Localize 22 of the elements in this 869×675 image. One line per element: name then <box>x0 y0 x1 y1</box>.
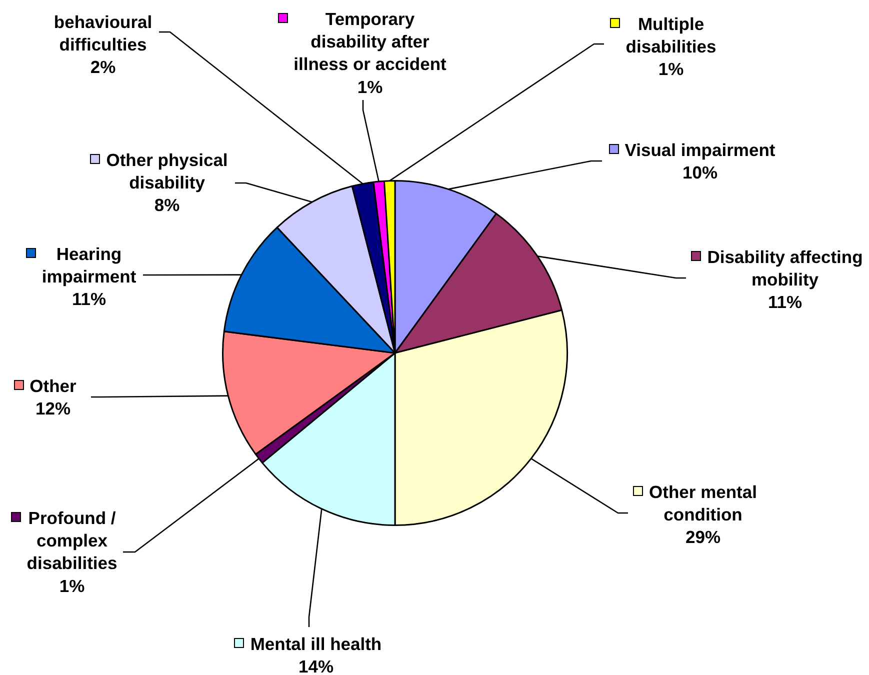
data-label: 11% <box>768 292 802 312</box>
legend-label: Multiple disabilities <box>626 14 716 57</box>
legend-label: Hearing impairment <box>42 244 136 287</box>
legend-label: Other <box>30 376 77 396</box>
legend-label: Visual impairment <box>624 140 776 160</box>
data-label: 1% <box>658 59 684 80</box>
slice-label: behavioural difficulties <box>54 12 152 55</box>
data-label: 2% <box>90 57 116 78</box>
data-label: 12% <box>35 398 71 419</box>
data-label: 8% <box>154 195 180 216</box>
legend-label: Disability affecting mobility <box>707 246 863 290</box>
legend-label: Profound / complex disabilities <box>26 508 118 574</box>
data-label: 1% <box>59 576 86 596</box>
data-label: 14% <box>298 656 334 675</box>
legend-label: Mental ill health <box>250 634 382 654</box>
legend-label: Other physical disability <box>106 150 228 193</box>
data-label: 1% <box>357 76 384 97</box>
data-label: 10% <box>682 162 718 183</box>
legend-label: Other mental condition <box>649 482 757 525</box>
data-label: 11% <box>72 289 106 310</box>
data-label: 29% <box>685 527 721 548</box>
legend-label: Temporary disability after illness or accident <box>294 8 447 74</box>
